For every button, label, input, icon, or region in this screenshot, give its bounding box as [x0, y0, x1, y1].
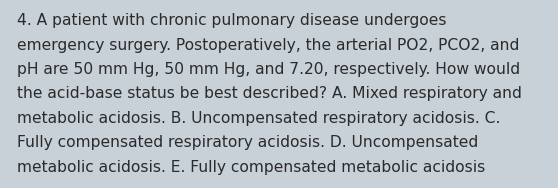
Text: metabolic acidosis. E. Fully compensated metabolic acidosis: metabolic acidosis. E. Fully compensated…	[17, 160, 485, 175]
Text: 4. A patient with chronic pulmonary disease undergoes: 4. A patient with chronic pulmonary dise…	[17, 13, 446, 28]
Text: Fully compensated respiratory acidosis. D. Uncompensated: Fully compensated respiratory acidosis. …	[17, 135, 478, 150]
Text: the acid-base status be best described? A. Mixed respiratory and: the acid-base status be best described? …	[17, 86, 522, 102]
Text: emergency surgery. Postoperatively, the arterial PO2, PCO2, and: emergency surgery. Postoperatively, the …	[17, 38, 519, 53]
Text: metabolic acidosis. B. Uncompensated respiratory acidosis. C.: metabolic acidosis. B. Uncompensated res…	[17, 111, 500, 126]
Text: pH are 50 mm Hg, 50 mm Hg, and 7.20, respectively. How would: pH are 50 mm Hg, 50 mm Hg, and 7.20, res…	[17, 62, 520, 77]
